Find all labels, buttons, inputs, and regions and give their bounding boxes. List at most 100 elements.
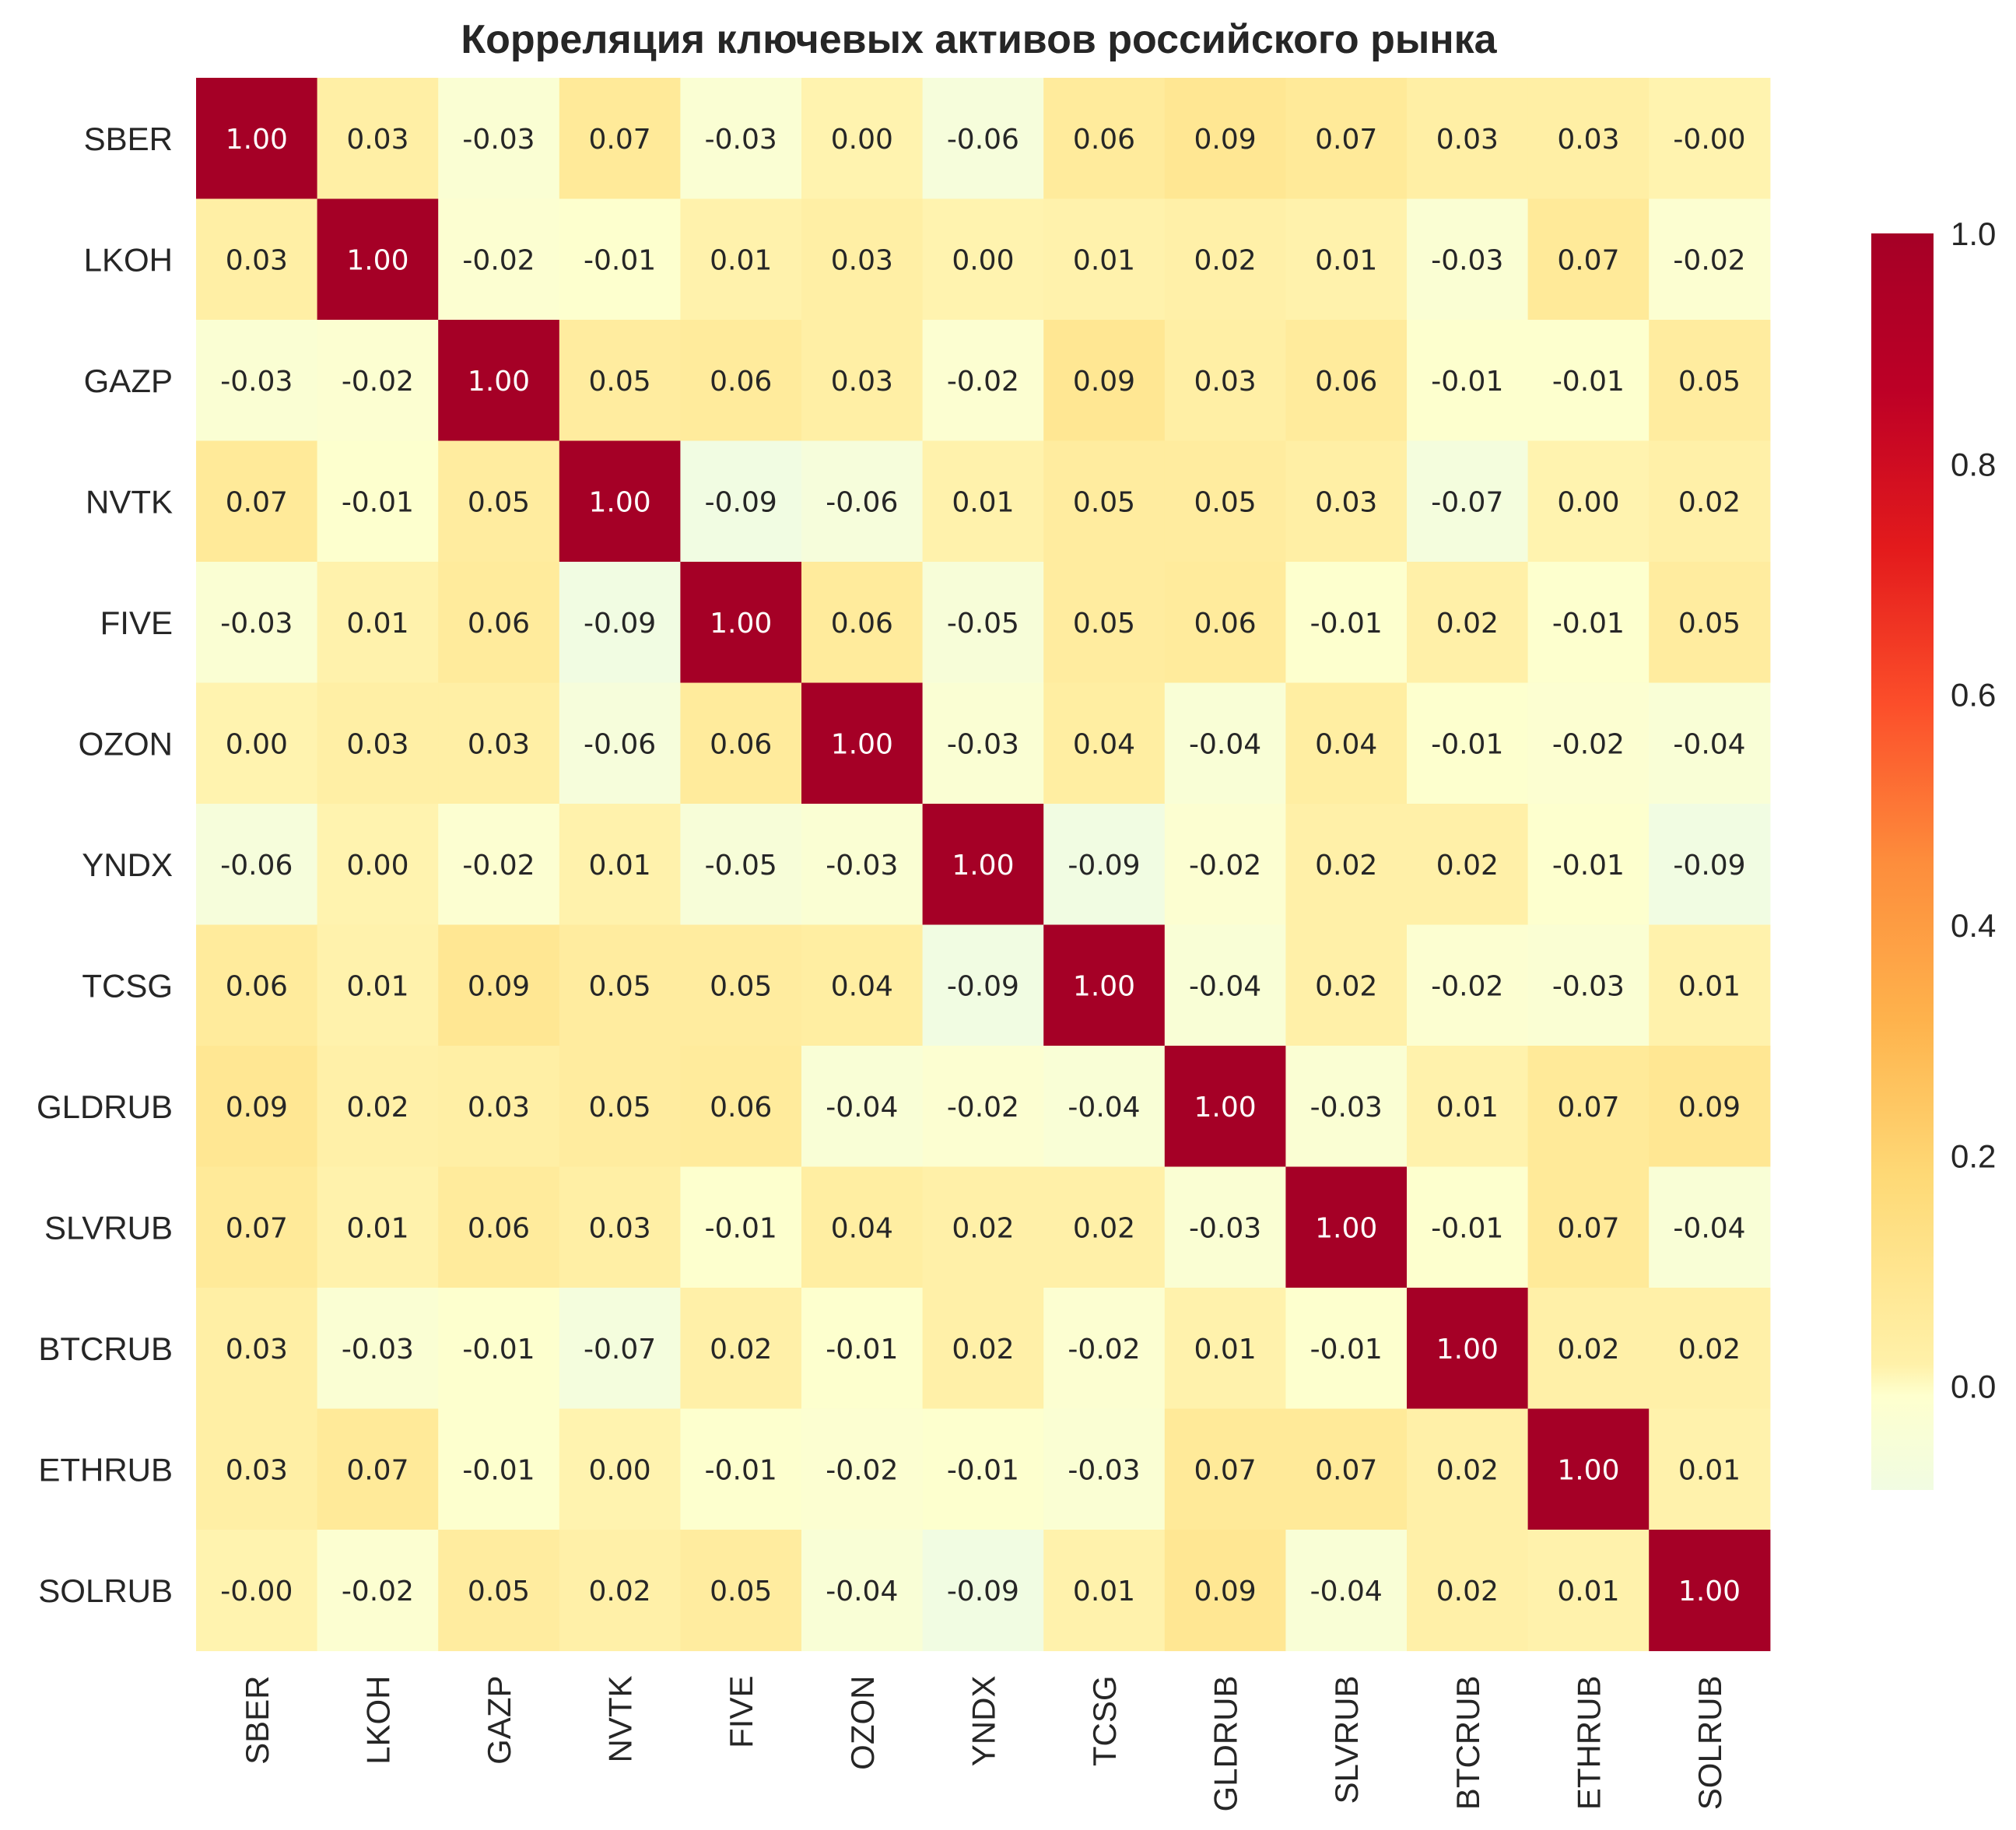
cell-value-label: 0.09 (1678, 1092, 1741, 1124)
heatmap-cell-tcsg-sber (196, 924, 318, 1046)
cell-value-label: 1.00 (1315, 1212, 1377, 1244)
heatmap-cell-slvrub-btcrub (1407, 1166, 1529, 1288)
heatmap-cell-btcrub-nvtk (559, 1288, 681, 1410)
heatmap-cell-btcrub-tcsg (1043, 1288, 1166, 1410)
heatmap-cell-yndx-gazp (438, 804, 560, 926)
cell-value-label: -0.07 (584, 1334, 656, 1365)
cell-value-label: 0.02 (1436, 850, 1499, 882)
cell-value-label: 0.05 (589, 1092, 651, 1124)
col-label-nvtk: NVTK (602, 1676, 639, 1763)
heatmap-cell-yndx-ozon (801, 804, 924, 926)
row-label-ethrub: ETHRUB (38, 1451, 173, 1488)
heatmap-cell-five-ethrub (1527, 562, 1650, 684)
cell-value-label: 0.00 (831, 124, 893, 156)
cell-value-label: 1.00 (468, 366, 530, 398)
cell-value-label: 0.09 (1194, 1576, 1257, 1607)
col-label-ethrub: ETHRUB (1570, 1676, 1607, 1811)
cell-value-label: 0.02 (1073, 1212, 1135, 1244)
cell-value-label: 0.00 (1557, 486, 1619, 518)
cell-value-label: 0.02 (1315, 970, 1377, 1002)
cell-value-label: 0.03 (831, 366, 893, 398)
colorbar-tick-label: 1.0 (1951, 216, 1996, 252)
heatmap-cell-slvrub-ethrub (1527, 1166, 1650, 1288)
col-label-ozon: OZON (844, 1676, 881, 1770)
cell-value-label: 0.02 (1315, 850, 1377, 882)
cell-value-label: -0.03 (705, 124, 777, 156)
heatmap-cell-gazp-yndx (922, 320, 1044, 442)
heatmap-cell-slvrub-yndx (922, 1166, 1044, 1288)
heatmap-cell-sber-solrub (1649, 78, 1771, 200)
cell-value-label: -0.01 (705, 1454, 777, 1486)
cell-value-label: 0.06 (226, 970, 288, 1002)
cell-value-label: -0.06 (220, 850, 293, 882)
heatmap-cell-five-slvrub (1285, 562, 1408, 684)
heatmap-cell-ethrub-solrub (1649, 1408, 1771, 1530)
cell-value-label: 0.07 (589, 124, 651, 156)
cell-value-label: -0.09 (705, 486, 777, 518)
col-label-solrub: SOLRUB (1692, 1676, 1728, 1811)
row-label-slvrub: SLVRUB (44, 1209, 173, 1246)
heatmap-cells: 1.00 0.03 -0.03 0.07 -0.03 0.00 -0.06 0.06 0.09 0… (196, 78, 1771, 1652)
colorbar-tick-label: 0.6 (1951, 677, 1996, 713)
cell-value-label: 0.02 (1436, 608, 1499, 640)
heatmap-cell-gazp-slvrub (1285, 320, 1408, 442)
cell-value-label: 0.04 (831, 970, 893, 1002)
heatmap-cell-btcrub-five (680, 1288, 802, 1410)
cell-value-label: 0.01 (1436, 1092, 1499, 1124)
heatmap-cell-ozon-yndx (922, 682, 1044, 805)
heatmap-cell-sber-sber (196, 78, 318, 200)
cell-value-label: -0.02 (462, 244, 535, 276)
cell-value-label: 0.03 (226, 244, 288, 276)
row-label-nvtk: NVTK (86, 483, 173, 520)
colorbar: 0.0 0.2 0.4 0.6 0.8 1.0 (1871, 216, 1996, 1490)
cell-value-label: -0.07 (1431, 486, 1503, 518)
heatmap-cell-nvtk-lkoh (317, 440, 439, 563)
row-label-sber: SBER (84, 121, 173, 157)
cell-value-label: 0.02 (589, 1576, 651, 1607)
heatmap-cell-five-nvtk (559, 562, 681, 684)
heatmap-cell-sber-nvtk (559, 78, 681, 200)
heatmap-cell-tcsg-gldrub (1164, 924, 1286, 1046)
heatmap-cell-lkoh-yndx (922, 198, 1044, 321)
cell-value-label: 0.05 (1678, 608, 1741, 640)
heatmap-cell-lkoh-tcsg (1043, 198, 1166, 321)
cell-value-label: 0.05 (1678, 366, 1741, 398)
cell-value-label: 0.06 (1073, 124, 1135, 156)
heatmap-cell-gldrub-sber (196, 1046, 318, 1168)
cell-value-label: -0.04 (1310, 1576, 1383, 1607)
cell-value-label: 0.03 (831, 244, 893, 276)
heatmap-cell-sber-gldrub (1164, 78, 1286, 200)
heatmap-cell-gldrub-gazp (438, 1046, 560, 1168)
cell-value-label: 0.02 (1678, 1334, 1741, 1365)
cell-value-label: -0.03 (947, 728, 1019, 760)
cell-value-label: 0.02 (346, 1092, 408, 1124)
cell-value-label: 0.03 (346, 124, 408, 156)
cell-value-label: 0.00 (226, 728, 288, 760)
heatmap-cell-ethrub-nvtk (559, 1408, 681, 1530)
cell-value-label: 0.01 (1678, 970, 1741, 1002)
cell-value-label: 0.00 (589, 1454, 651, 1486)
heatmap-cell-yndx-btcrub (1407, 804, 1529, 926)
row-label-gazp: GAZP (84, 363, 173, 399)
heatmap-cell-sber-tcsg (1043, 78, 1166, 200)
heatmap-cell-lkoh-ethrub (1527, 198, 1650, 321)
heatmap-cell-slvrub-five (680, 1166, 802, 1288)
heatmap-cell-tcsg-slvrub (1285, 924, 1408, 1046)
heatmap-cell-gazp-tcsg (1043, 320, 1166, 442)
heatmap-cell-solrub-solrub (1649, 1530, 1771, 1652)
heatmap-cell-solrub-lkoh (317, 1530, 439, 1652)
cell-value-label: 1.00 (710, 608, 772, 640)
heatmap-cell-solrub-slvrub (1285, 1530, 1408, 1652)
cell-value-label: -0.05 (705, 850, 777, 882)
chart-title: Корреляция ключевых активов российского … (461, 17, 1497, 62)
cell-value-label: 1.00 (1678, 1576, 1741, 1607)
cell-value-label: 0.07 (226, 486, 288, 518)
cell-value-label: -0.04 (1673, 728, 1745, 760)
heatmap-cell-ethrub-yndx (922, 1408, 1044, 1530)
heatmap-cell-yndx-lkoh (317, 804, 439, 926)
heatmap-cell-ozon-sber (196, 682, 318, 805)
cell-value-label: -0.01 (462, 1334, 535, 1365)
heatmap-cell-five-gldrub (1164, 562, 1286, 684)
